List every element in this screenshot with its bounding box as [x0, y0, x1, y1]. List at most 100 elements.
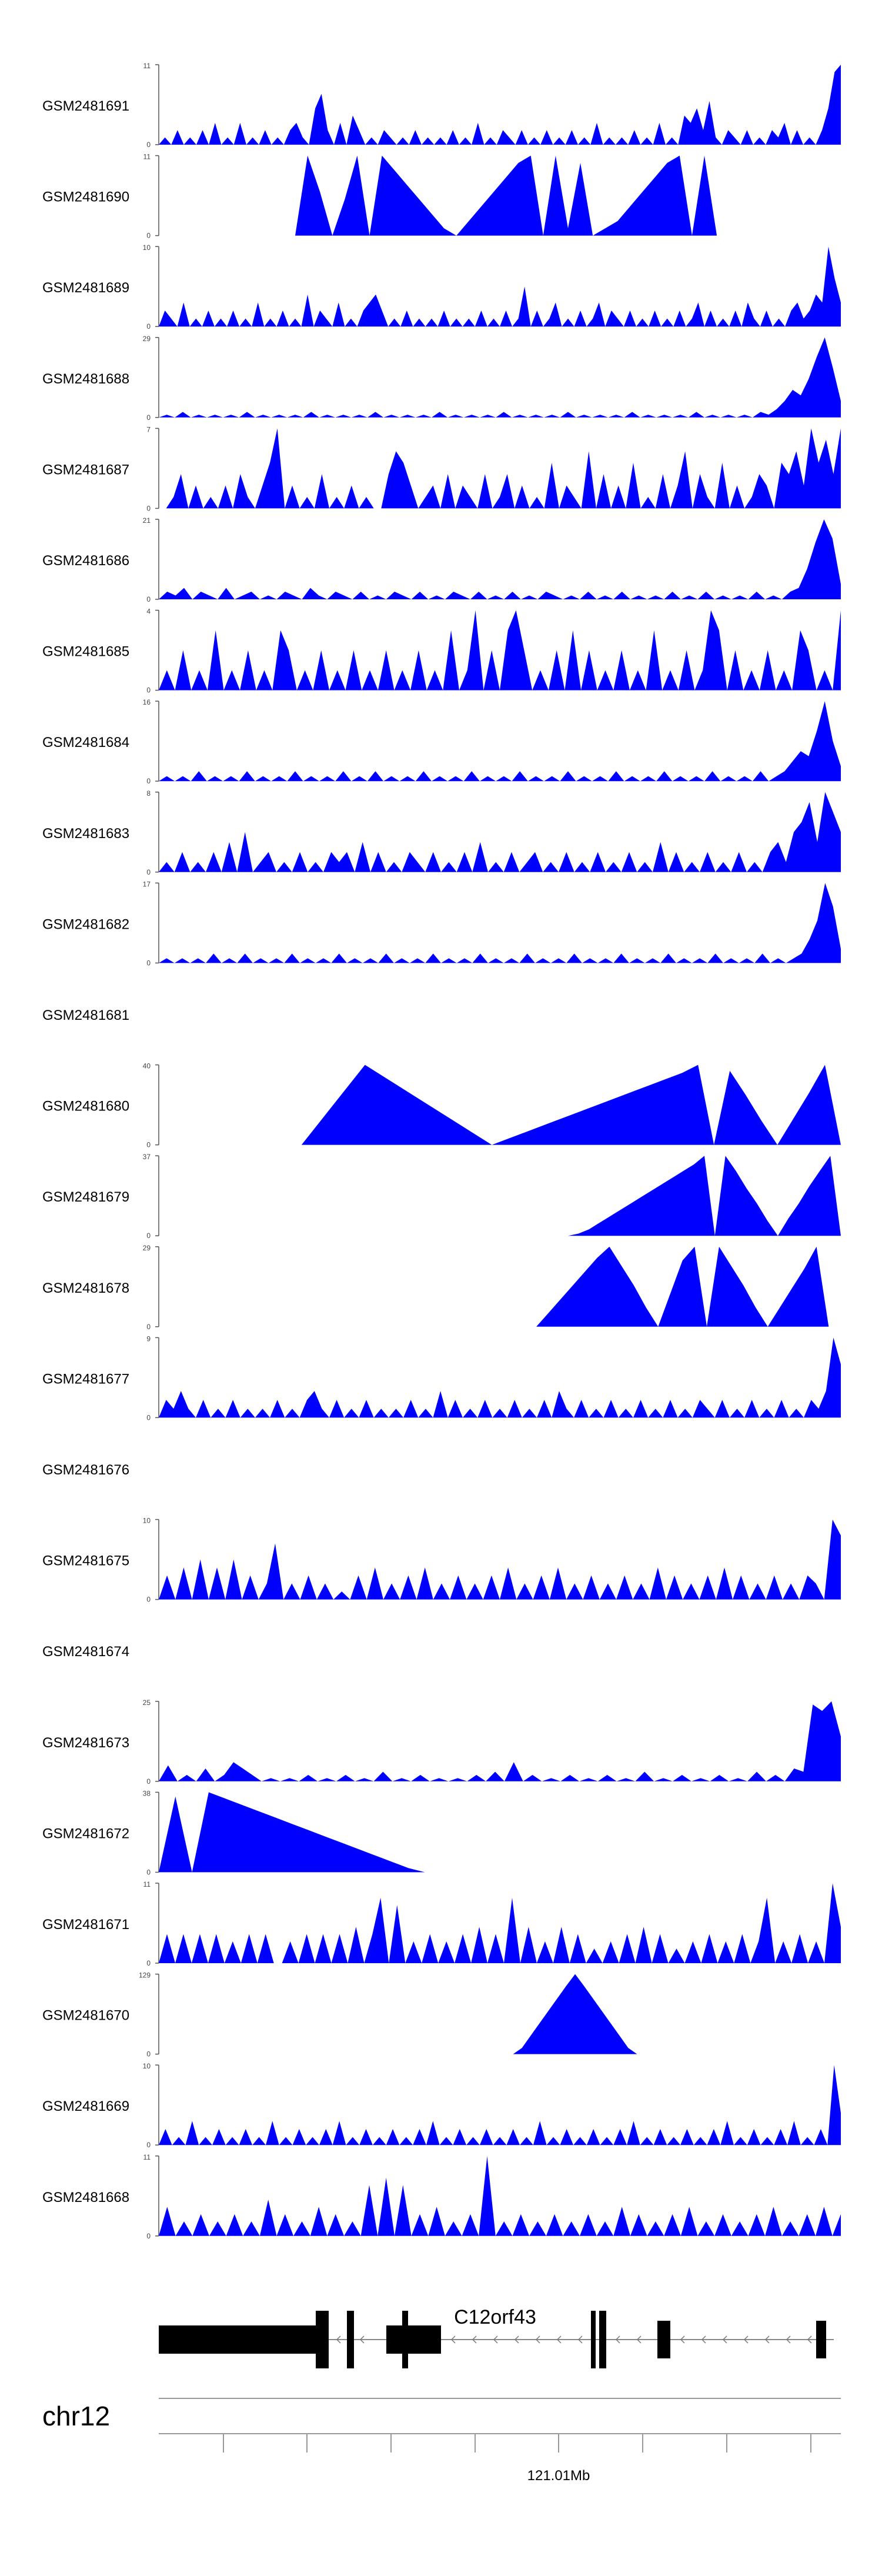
gene-name-label: C12orf43 — [454, 2306, 536, 2328]
strand-arrow — [450, 2335, 456, 2344]
track-y-min-label: 0 — [146, 595, 151, 603]
track-y-max-label: 11 — [143, 2153, 151, 2161]
track-y-max-label: 29 — [143, 335, 151, 343]
track-GSM2481686: GSM2481686 21 0 — [42, 516, 841, 603]
track-label: GSM2481671 — [42, 1917, 129, 1933]
strand-arrow — [786, 2335, 791, 2344]
coverage-area — [159, 883, 841, 963]
track-label: GSM2481688 — [42, 371, 129, 387]
coverage-area — [159, 155, 841, 236]
track-y-min-label: 0 — [146, 1413, 151, 1422]
exon — [347, 2311, 354, 2368]
track-label: GSM2481680 — [42, 1099, 129, 1115]
coverage-area — [159, 2065, 841, 2145]
track-GSM2481683: GSM2481683 8 0 — [42, 789, 841, 876]
track-GSM2481669: GSM2481669 10 0 — [42, 2062, 841, 2149]
exon — [159, 2325, 316, 2354]
track-label: GSM2481677 — [42, 1371, 129, 1387]
track-y-max-label: 10 — [143, 2062, 151, 2070]
track-label: GSM2481673 — [42, 1735, 129, 1751]
track-label: GSM2481682 — [42, 916, 129, 932]
track-y-min-label: 0 — [146, 232, 151, 240]
track-label: GSM2481685 — [42, 644, 129, 660]
track-GSM2481689: GSM2481689 10 0 — [42, 243, 841, 331]
exon — [591, 2311, 596, 2368]
track-label: GSM2481683 — [42, 826, 129, 842]
strand-direction-arrows — [336, 2335, 812, 2344]
track-y-max-label: 11 — [143, 1880, 151, 1888]
strand-arrow — [680, 2335, 685, 2344]
coverage-area — [159, 1246, 841, 1327]
strand-arrow — [636, 2335, 642, 2344]
track-GSM2481680: GSM2481680 40 0 — [42, 1062, 841, 1149]
track-y-min-label: 0 — [146, 1141, 151, 1149]
track-label: GSM2481684 — [42, 735, 129, 750]
track-label: GSM2481672 — [42, 1826, 129, 1841]
track-GSM2481675: GSM2481675 10 0 — [42, 1517, 841, 1604]
track-y-max-label: 21 — [143, 516, 151, 525]
track-y-max-label: 7 — [146, 425, 151, 433]
track-GSM2481670: GSM2481670 129 0 — [42, 1971, 841, 2058]
track-y-max-label: 8 — [146, 789, 151, 798]
coverage-area — [159, 610, 841, 690]
track-y-min-label: 0 — [146, 2050, 151, 2058]
strand-arrow — [535, 2335, 540, 2344]
track-label: GSM2481674 — [42, 1644, 129, 1660]
strand-arrow — [336, 2335, 341, 2344]
track-y-max-label: 10 — [143, 243, 151, 252]
exon — [402, 2311, 408, 2368]
track-y-max-label: 38 — [143, 1789, 151, 1797]
coverage-area — [159, 701, 841, 782]
track-label: GSM2481691 — [42, 98, 129, 114]
track-GSM2481674: GSM2481674 — [42, 1644, 129, 1660]
track-y-min-label: 0 — [146, 413, 151, 422]
track-y-max-label: 40 — [143, 1062, 151, 1070]
exon-blocks — [159, 2311, 826, 2368]
track-y-min-label: 0 — [146, 1777, 151, 1786]
track-label: GSM2481679 — [42, 1189, 129, 1205]
track-y-min-label: 0 — [146, 1232, 151, 1240]
track-GSM2481672: GSM2481672 38 0 — [42, 1789, 841, 1876]
track-GSM2481690: GSM2481690 11 0 — [42, 153, 841, 240]
exon — [657, 2321, 670, 2358]
coverage-area — [159, 519, 841, 599]
track-GSM2481678: GSM2481678 29 0 — [42, 1244, 841, 1331]
track-y-min-label: 0 — [146, 1596, 151, 1604]
strand-arrow — [493, 2335, 498, 2344]
track-y-max-label: 29 — [143, 1244, 151, 1252]
track-y-max-label: 25 — [143, 1699, 151, 1707]
strand-arrow — [764, 2335, 770, 2344]
track-y-min-label: 0 — [146, 777, 151, 785]
track-y-min-label: 0 — [146, 322, 151, 331]
track-GSM2481677: GSM2481677 9 0 — [42, 1334, 841, 1422]
track-y-min-label: 0 — [146, 2141, 151, 2149]
coverage-area — [159, 1519, 841, 1600]
track-GSM2481679: GSM2481679 37 0 — [42, 1153, 841, 1240]
track-GSM2481685: GSM2481685 4 0 — [42, 608, 841, 695]
coverage-area — [159, 1156, 841, 1236]
axis-tick-label: 121.01Mb — [527, 2468, 590, 2484]
track-label: GSM2481675 — [42, 1553, 129, 1569]
coverage-area — [159, 2155, 841, 2236]
track-GSM2481688: GSM2481688 29 0 — [42, 335, 841, 422]
track-y-min-label: 0 — [146, 504, 151, 512]
coverage-area — [159, 65, 841, 145]
track-y-min-label: 0 — [146, 1868, 151, 1876]
coverage-area — [159, 337, 841, 418]
track-y-min-label: 0 — [146, 141, 151, 149]
track-y-min-label: 0 — [146, 868, 151, 876]
exon — [316, 2311, 329, 2368]
strand-arrow — [577, 2335, 583, 2344]
coverage-area — [159, 1792, 841, 1873]
chromosome-label: chr12 — [42, 2401, 110, 2431]
track-label: GSM2481678 — [42, 1280, 129, 1296]
track-y-max-label: 17 — [143, 880, 151, 888]
track-label: GSM2481668 — [42, 2190, 129, 2205]
track-label: GSM2481669 — [42, 2098, 129, 2114]
track-label: GSM2481670 — [42, 2008, 129, 2024]
track-y-max-label: 10 — [143, 1517, 151, 1525]
exon — [816, 2321, 826, 2358]
track-y-max-label: 11 — [143, 153, 151, 161]
coverage-tracks: GSM2481691110GSM2481690110GSM2481689100G… — [42, 62, 841, 2240]
